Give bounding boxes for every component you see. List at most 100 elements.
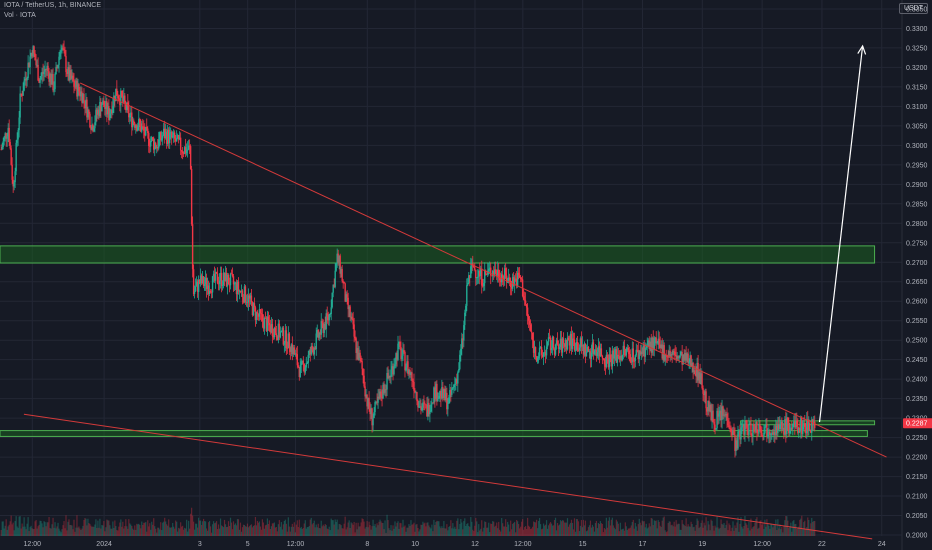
volume-bar: [331, 520, 333, 536]
volume-bar: [239, 522, 242, 536]
candle-body: [770, 433, 772, 435]
volume-bar: [233, 524, 236, 536]
candle-body: [70, 70, 72, 79]
volume-bar: [108, 520, 110, 536]
candle-body: [426, 405, 428, 417]
candle-body: [668, 350, 670, 358]
candle-body: [276, 336, 279, 341]
volume-bar: [783, 526, 785, 536]
candle-body: [438, 395, 440, 399]
volume-bar: [430, 528, 432, 536]
support-resistance-zones[interactable]: [0, 245, 876, 437]
candle-body: [248, 295, 251, 299]
candle-body: [572, 338, 575, 340]
candle-body: [407, 361, 409, 374]
volume-bar: [406, 527, 408, 536]
candle-body: [452, 387, 454, 389]
candle-body: [181, 151, 184, 154]
candle-body: [783, 427, 785, 435]
volume-bar: [87, 518, 89, 536]
candle-body: [76, 80, 78, 97]
candle-body: [803, 423, 805, 427]
volume-bar: [426, 522, 428, 536]
candle-body: [559, 338, 562, 348]
trendlines[interactable]: [23, 82, 887, 540]
candle-body: [385, 389, 387, 391]
candle-body: [13, 182, 15, 187]
candle-body: [649, 341, 651, 350]
candle-body: [300, 361, 302, 366]
volume-bar: [812, 521, 814, 536]
volume-bar: [613, 527, 615, 536]
volume-bar: [147, 520, 149, 536]
candle-body: [180, 150, 183, 152]
candle-body: [726, 414, 728, 421]
volume-bar: [107, 520, 109, 536]
candle-body: [724, 414, 726, 416]
candle-body: [812, 419, 814, 425]
candle-body: [631, 348, 634, 363]
volume-bar: [109, 525, 111, 536]
volume-bar: [766, 519, 768, 536]
candle-body: [7, 127, 9, 137]
candle-body: [383, 384, 385, 393]
volume-bar: [160, 522, 162, 536]
candle-body: [685, 352, 687, 361]
candle-body: [148, 133, 150, 146]
candle-body: [0, 149, 2, 151]
volume-bar: [779, 524, 781, 536]
projection-arrow[interactable]: [818, 44, 867, 423]
volume-bar: [713, 530, 715, 536]
candle-body: [756, 422, 758, 433]
candle-body: [306, 362, 308, 364]
candle-body: [343, 282, 345, 284]
volume-bar: [114, 520, 116, 536]
volume-bar: [272, 523, 274, 536]
volume-bar: [299, 528, 301, 536]
candle-body: [610, 359, 613, 367]
candle-body: [474, 267, 476, 270]
volume-bar: [391, 530, 393, 536]
volume-bar: [191, 507, 193, 536]
candle-body: [224, 272, 227, 282]
candle-body: [297, 365, 300, 368]
volume-bar: [677, 523, 679, 536]
volume-bar: [312, 523, 314, 536]
time-axis[interactable]: 12:00 2024 3 5 12:00 8 10 12 12:00 15 17 19 12:00 22 2…: [24, 541, 886, 548]
candle-body: [468, 275, 470, 283]
candle-body: [325, 313, 327, 330]
volume-indicator-label[interactable]: Vol · IOTA: [4, 12, 36, 19]
candle-body: [682, 354, 684, 365]
candle-body: [612, 350, 615, 359]
volume-bar: [498, 521, 500, 536]
currency-button[interactable]: USDT: [898, 3, 928, 14]
volume-bar: [113, 527, 115, 536]
price-axis[interactable]: 0.33500.33000.32500.32000.31500.31000.30…: [906, 6, 928, 539]
candle-body: [588, 351, 591, 353]
volume-bar: [666, 531, 668, 536]
candle-body: [747, 427, 749, 435]
volume-bar: [238, 529, 241, 536]
price-tick-label: 0.3350: [906, 6, 928, 13]
volume-bar: [491, 523, 493, 536]
candle-body: [243, 286, 246, 303]
candle-body: [532, 340, 535, 353]
candle-body: [623, 345, 626, 350]
candle-body: [660, 344, 662, 348]
volume-bar: [329, 530, 331, 536]
candle-body: [237, 281, 240, 292]
volume-bar: [410, 520, 412, 536]
volume-bar: [811, 517, 813, 536]
volume-bar: [50, 528, 52, 536]
volume-bar: [780, 529, 782, 536]
volume-bar: [705, 517, 707, 536]
candle-body: [274, 327, 277, 334]
volume-bar: [86, 525, 88, 536]
volume-bar: [155, 528, 157, 536]
candle-body: [615, 349, 618, 363]
volume-bar: [136, 523, 138, 536]
volume-bar: [175, 520, 177, 536]
zone-rect: [0, 245, 876, 264]
candle-body: [729, 427, 731, 430]
